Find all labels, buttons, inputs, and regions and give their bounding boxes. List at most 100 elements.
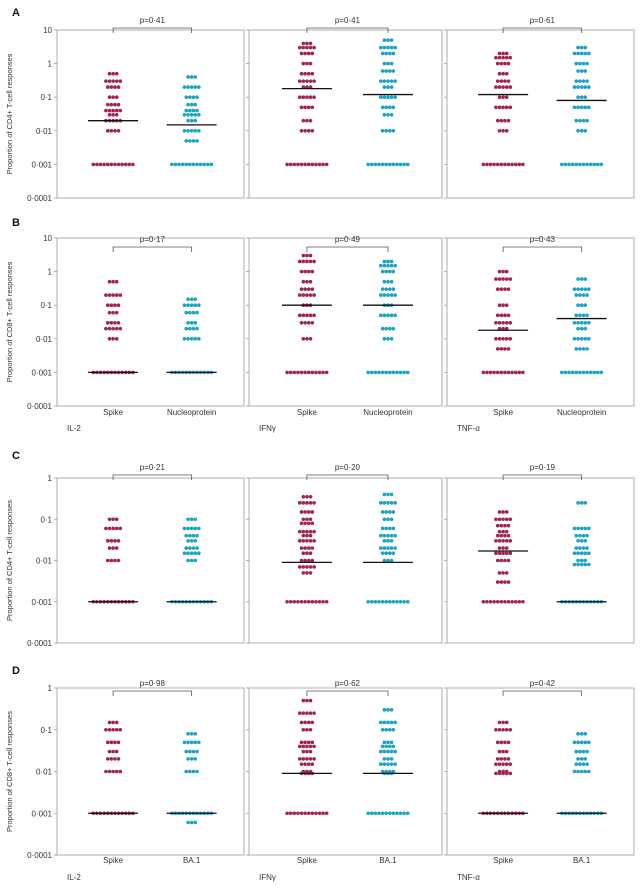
data-point — [572, 85, 577, 89]
data-point — [497, 539, 502, 543]
data-point — [398, 811, 403, 816]
data-point — [111, 720, 115, 725]
data-point — [378, 45, 383, 50]
data-point — [107, 526, 112, 531]
data-point — [380, 551, 385, 556]
data-point — [501, 529, 505, 534]
data-point — [391, 69, 396, 73]
data-point — [508, 85, 513, 89]
data-point — [494, 277, 498, 281]
data-point — [306, 740, 311, 745]
data-point — [579, 562, 584, 567]
data-point — [574, 347, 579, 351]
data-point — [380, 526, 385, 531]
y-tick-label: 0·001 — [32, 160, 53, 169]
data-point — [389, 517, 394, 522]
subplot-frame — [446, 29, 635, 199]
data-point — [301, 259, 306, 264]
data-point — [504, 269, 509, 274]
data-point — [301, 565, 306, 569]
data-point — [389, 708, 394, 712]
p-value-label: p=0·62 — [335, 679, 361, 688]
data-point — [285, 370, 289, 375]
data-point — [391, 287, 396, 291]
data-point — [312, 79, 316, 83]
p-value-label: p=0·19 — [530, 463, 556, 472]
data-point — [369, 162, 374, 167]
data-point — [321, 162, 325, 167]
data-point — [587, 287, 591, 291]
data-point — [570, 162, 575, 167]
data-point — [107, 769, 112, 774]
data-point — [104, 769, 108, 774]
data-point — [481, 162, 486, 167]
data-point — [576, 740, 580, 745]
data-point — [585, 749, 589, 754]
data-point — [578, 118, 582, 123]
data-point — [504, 771, 509, 776]
panel-label-D: D — [12, 665, 20, 677]
significance-bracket — [112, 474, 193, 480]
data-point — [303, 740, 307, 745]
data-point — [303, 762, 307, 766]
data-point — [578, 313, 582, 318]
data-point — [583, 558, 588, 563]
data-point — [312, 501, 316, 505]
data-point — [485, 370, 489, 375]
data-point — [494, 55, 498, 60]
data-point — [306, 558, 311, 563]
data-point — [508, 551, 513, 556]
data-point — [382, 61, 387, 66]
data-point — [504, 571, 509, 575]
data-point — [587, 51, 591, 56]
data-point — [120, 162, 124, 167]
data-point — [377, 811, 381, 816]
data-point — [193, 337, 198, 341]
data-point — [387, 727, 392, 732]
data-point — [114, 517, 119, 522]
data-point — [127, 162, 132, 167]
data-point — [389, 61, 394, 66]
data-point — [503, 533, 507, 538]
data-point — [312, 259, 316, 264]
data-point — [131, 162, 135, 167]
data-point — [585, 162, 589, 167]
data-point — [386, 112, 390, 117]
data-point — [107, 293, 112, 297]
data-point — [508, 771, 513, 776]
data-point — [105, 129, 110, 133]
data-point — [186, 303, 190, 308]
data-point — [305, 571, 309, 575]
data-point — [499, 347, 504, 351]
data-point — [186, 820, 190, 825]
data-point — [321, 370, 325, 375]
data-point — [195, 749, 199, 754]
data-point — [305, 744, 309, 749]
data-point — [393, 546, 397, 550]
data-point — [324, 162, 329, 167]
data-point — [369, 599, 374, 604]
x-category-label: Spike — [103, 856, 124, 865]
data-point — [563, 370, 568, 375]
data-point — [596, 162, 600, 167]
data-point — [118, 326, 123, 331]
data-point — [501, 269, 505, 274]
data-point — [499, 580, 504, 584]
data-point — [382, 85, 387, 89]
data-point — [109, 102, 114, 107]
data-point — [111, 71, 115, 76]
data-point — [296, 370, 300, 375]
data-point — [193, 551, 198, 556]
data-point — [301, 495, 306, 499]
data-point — [488, 370, 493, 375]
data-point — [506, 558, 511, 563]
data-point — [389, 492, 394, 497]
data-point — [378, 749, 383, 754]
data-point — [111, 749, 115, 754]
data-point — [180, 162, 185, 167]
data-point — [382, 558, 387, 563]
data-point — [317, 599, 322, 604]
data-point — [581, 546, 586, 550]
data-point — [116, 129, 121, 133]
data-point — [581, 118, 586, 123]
